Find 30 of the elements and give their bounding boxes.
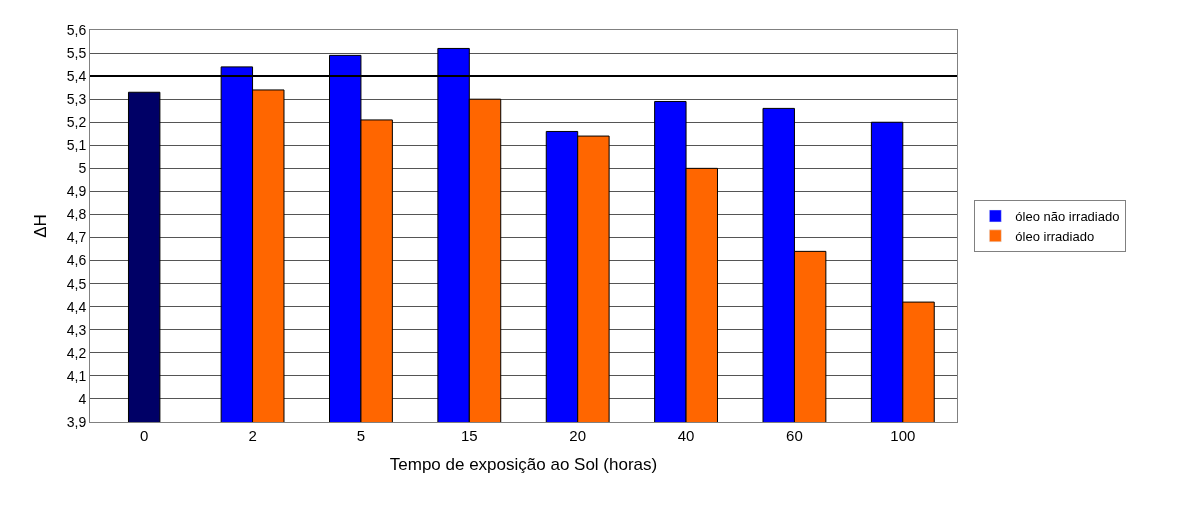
y-tick-label: 4 bbox=[78, 390, 87, 407]
x-axis-title: Tempo de exposição ao Sol (horas) bbox=[389, 455, 658, 475]
y-tick-label: 4,8 bbox=[66, 206, 87, 223]
y-tick-label: 4,1 bbox=[66, 367, 87, 384]
x-tick-label: 100 bbox=[890, 427, 916, 444]
y-tick-label: 5,2 bbox=[66, 114, 87, 131]
y-tick-label: 5 bbox=[78, 160, 87, 177]
x-tick-label: 0 bbox=[140, 427, 149, 444]
y-tick-label: 4,3 bbox=[66, 321, 87, 338]
x-tick-label: 2 bbox=[248, 427, 257, 444]
y-tick-label: 5,4 bbox=[66, 68, 87, 85]
y-tick-label: 4,2 bbox=[66, 344, 87, 361]
y-tick-label: 5,5 bbox=[66, 44, 87, 61]
y-tick-label: 3,9 bbox=[66, 413, 87, 430]
x-tick-label: 5 bbox=[356, 427, 366, 444]
y-tick-label: 5,6 bbox=[66, 21, 87, 38]
y-tick-label: 4,6 bbox=[66, 252, 87, 269]
y-tick-label: 4,7 bbox=[66, 229, 87, 246]
x-tick-label: 20 bbox=[569, 427, 587, 444]
x-tick-label: 40 bbox=[677, 427, 695, 444]
legend-label: óleo não irradiado bbox=[1015, 209, 1120, 225]
y-tick-label: 4,9 bbox=[66, 183, 87, 200]
y-tick-label: 5,3 bbox=[66, 91, 87, 108]
x-tick-label: 15 bbox=[460, 427, 478, 444]
x-tick-label: 60 bbox=[786, 427, 803, 444]
y-tick-label: 4,5 bbox=[66, 275, 87, 292]
legend-label: óleo irradiado bbox=[1015, 228, 1095, 244]
y-tick-label: 4,4 bbox=[66, 298, 87, 315]
y-tick-label: 5,1 bbox=[66, 137, 87, 154]
y-axis-title: ΔH bbox=[31, 214, 51, 238]
